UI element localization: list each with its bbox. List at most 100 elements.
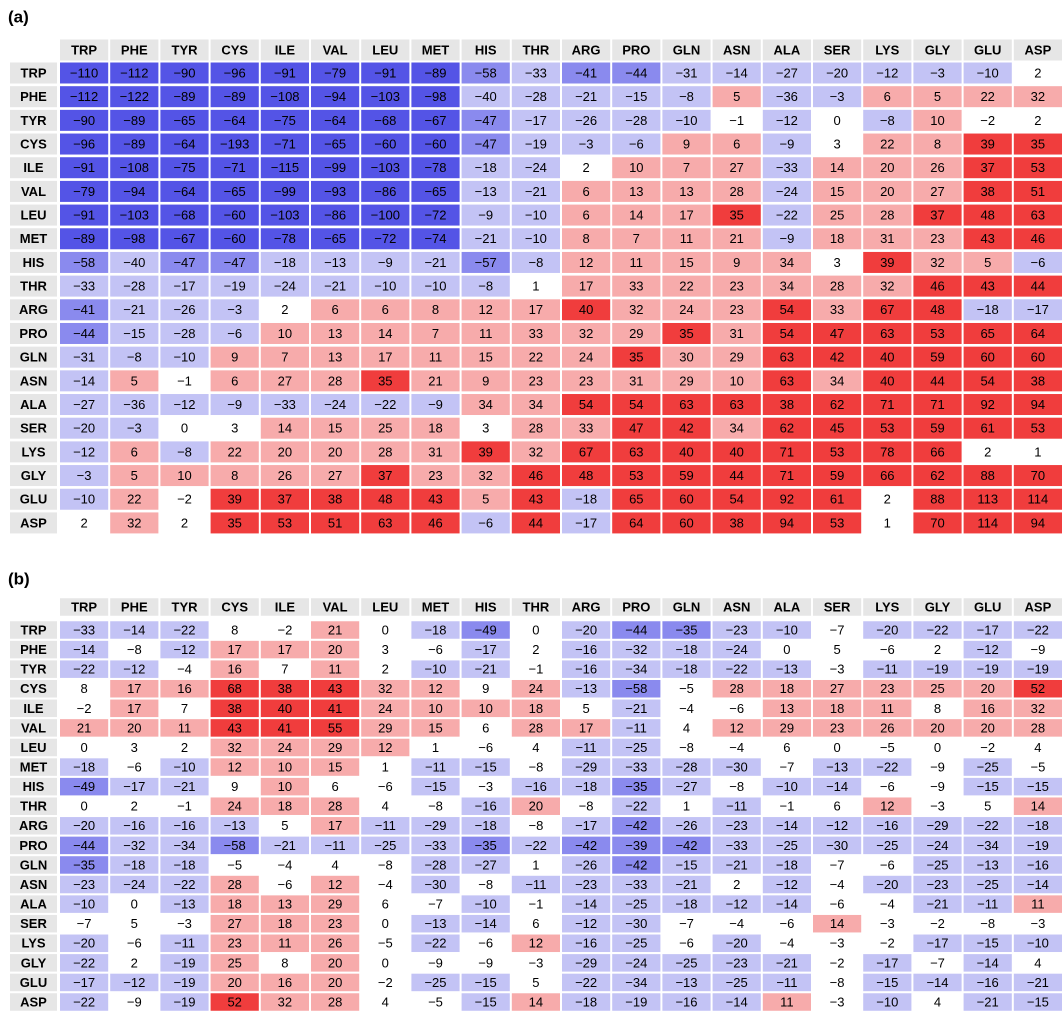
- cell-value: 35: [679, 326, 693, 341]
- cell: [612, 640, 661, 659]
- cell: [562, 719, 611, 737]
- cell-value: −25: [625, 897, 647, 912]
- cell-value: −64: [173, 136, 195, 151]
- cell: [110, 86, 159, 108]
- cell-value: −3: [77, 468, 92, 483]
- cell-value: −22: [525, 838, 547, 853]
- cell-value: −6: [277, 877, 292, 892]
- cell: [260, 699, 309, 718]
- cell-value: 8: [281, 955, 288, 970]
- cell: [210, 817, 259, 835]
- cell: [662, 441, 711, 463]
- cell: [411, 465, 460, 487]
- cell: [361, 699, 410, 718]
- cell-value: 63: [780, 373, 794, 388]
- cell: [210, 157, 259, 179]
- cell-value: 23: [729, 279, 743, 294]
- column-header-bg: [461, 598, 510, 616]
- cell: [361, 875, 410, 894]
- cell-value: 38: [780, 397, 794, 412]
- cell: [361, 719, 410, 737]
- cell: [210, 417, 259, 439]
- cell: [411, 738, 460, 757]
- row-header-bg: [10, 86, 57, 108]
- cell: [461, 973, 510, 992]
- cell-value: −8: [980, 916, 995, 931]
- column-header-bg: [411, 598, 460, 616]
- cell: [60, 836, 109, 855]
- row-header-bg: [10, 299, 57, 321]
- cell-value: 40: [579, 302, 593, 317]
- cell: [712, 875, 761, 894]
- cell-value: −14: [926, 975, 948, 990]
- cell-value: −32: [123, 838, 145, 853]
- cell-value: 20: [227, 975, 241, 990]
- column-header: MET: [422, 42, 450, 57]
- cell: [562, 660, 611, 678]
- cell: [461, 679, 510, 698]
- cell-value: −72: [424, 208, 446, 223]
- cell-value: −30: [826, 838, 848, 853]
- cell-value: −86: [374, 184, 396, 199]
- cell-value: −7: [679, 916, 694, 931]
- cell: [210, 640, 259, 659]
- cell-value: −193: [220, 136, 249, 151]
- cell: [813, 417, 862, 439]
- cell-value: 61: [830, 492, 844, 507]
- cell: [612, 719, 661, 737]
- cell: [461, 512, 510, 534]
- cell: [311, 346, 360, 368]
- cell-value: 24: [378, 701, 392, 716]
- row-header: TRP: [21, 65, 47, 80]
- cell: [311, 973, 360, 992]
- cell-value: −19: [625, 994, 647, 1009]
- cell: [60, 251, 109, 273]
- cell: [662, 973, 711, 992]
- cell-value: 24: [529, 681, 543, 696]
- cell-value: 53: [830, 444, 844, 459]
- cell-value: 68: [227, 681, 241, 696]
- cell: [461, 299, 510, 321]
- cell: [411, 488, 460, 510]
- cell-value: −14: [776, 818, 798, 833]
- cell: [712, 738, 761, 757]
- cell-value: −14: [73, 642, 95, 657]
- cell: [110, 836, 159, 855]
- cell: [511, 836, 560, 855]
- cell-value: 10: [629, 160, 643, 175]
- cell: [863, 62, 912, 84]
- cell: [612, 275, 661, 297]
- cell-value: 32: [880, 279, 894, 294]
- cell-value: 17: [127, 701, 141, 716]
- row-header: LYS: [21, 444, 45, 459]
- cell: [662, 797, 711, 815]
- cell: [411, 204, 460, 226]
- cell-value: 29: [679, 373, 693, 388]
- cell: [562, 621, 611, 639]
- cell-value: 45: [830, 421, 844, 436]
- cell: [612, 777, 661, 796]
- cell-value: 5: [532, 975, 539, 990]
- cell: [913, 699, 962, 718]
- cell: [311, 180, 360, 202]
- cell-value: 14: [529, 994, 543, 1009]
- cell: [813, 488, 862, 510]
- cell-value: 38: [278, 681, 292, 696]
- cell: [60, 817, 109, 835]
- cell-value: −22: [173, 877, 195, 892]
- cell-value: 18: [780, 681, 794, 696]
- cell-value: −33: [776, 160, 798, 175]
- cell: [461, 370, 510, 392]
- cell-value: −7: [428, 897, 443, 912]
- cell-value: −15: [1027, 779, 1049, 794]
- cell-value: 11: [1031, 897, 1045, 912]
- cell-value: −40: [123, 255, 145, 270]
- cell-value: 28: [729, 681, 743, 696]
- cell: [813, 86, 862, 108]
- cell: [210, 251, 259, 273]
- cell-value: 38: [980, 184, 994, 199]
- cell: [1013, 488, 1062, 510]
- cell-value: −1: [528, 897, 543, 912]
- cell: [913, 797, 962, 815]
- cell: [361, 934, 410, 953]
